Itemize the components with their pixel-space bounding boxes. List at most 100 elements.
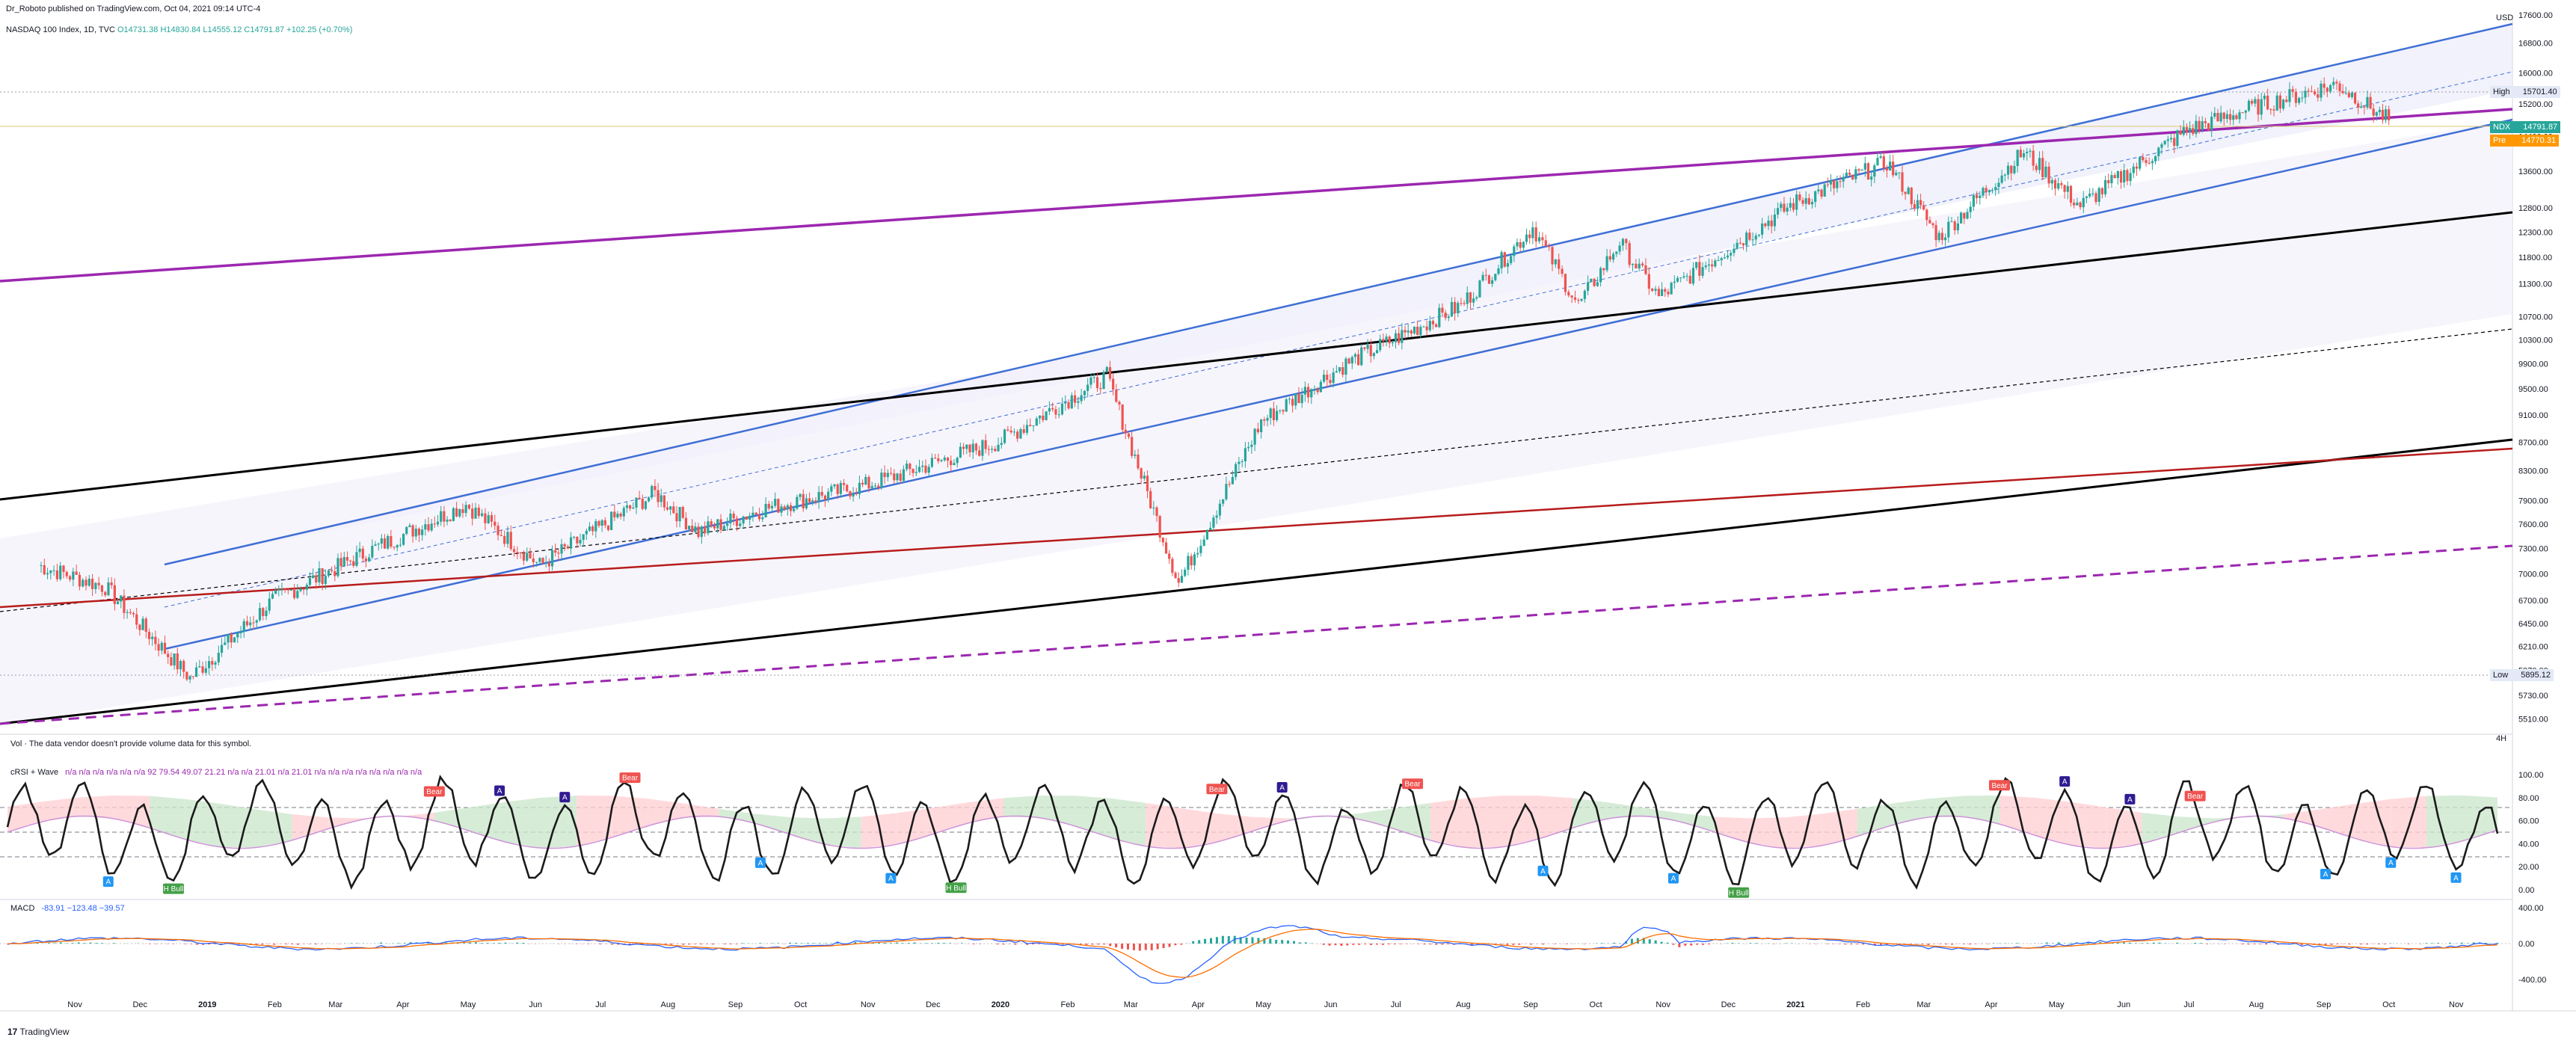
candle-body bbox=[1270, 408, 1272, 418]
candle-body bbox=[1880, 156, 1882, 158]
cwave-tick-label: 40.00 bbox=[2518, 840, 2539, 849]
candle-body bbox=[824, 496, 826, 499]
signal-label: A bbox=[2127, 796, 2133, 804]
candle-body bbox=[1291, 399, 1294, 405]
candle-body bbox=[900, 473, 902, 481]
macd-bar bbox=[2325, 944, 2327, 945]
candle-body bbox=[858, 483, 861, 494]
candle-body bbox=[1225, 484, 1227, 499]
candle-body bbox=[126, 612, 129, 613]
signal-label: A bbox=[562, 794, 568, 802]
candle-body bbox=[481, 514, 483, 516]
candle-body bbox=[2210, 117, 2213, 130]
macd-bar bbox=[1346, 944, 1348, 945]
candle-body bbox=[570, 538, 572, 549]
candle-body bbox=[1717, 260, 1719, 261]
candle-body bbox=[1357, 354, 1359, 365]
currency-label: USD bbox=[2496, 13, 2513, 22]
candle-body bbox=[2351, 93, 2353, 97]
candle-body bbox=[2279, 96, 2281, 108]
signal-label: H Bull bbox=[164, 885, 184, 893]
candle-body bbox=[1000, 443, 1003, 444]
macd-bar bbox=[925, 943, 927, 944]
candle-body bbox=[1354, 354, 1356, 357]
candle-body bbox=[471, 508, 473, 518]
price-axis[interactable]: 17600.0016800.0016000.0015200.0014400.00… bbox=[2518, 11, 2553, 725]
candle-body bbox=[188, 676, 191, 679]
macd-signal-line bbox=[7, 929, 2497, 977]
tradingview-logo[interactable]: 17 TradingView bbox=[7, 1027, 70, 1037]
macd-bar bbox=[2046, 943, 2048, 944]
candle-body bbox=[2170, 138, 2172, 139]
macd-bar bbox=[831, 943, 833, 944]
candle-body bbox=[2220, 113, 2222, 122]
candle-body bbox=[1392, 342, 1394, 343]
candle-body bbox=[1285, 399, 1288, 411]
candle-body bbox=[679, 507, 681, 521]
candle-body bbox=[1733, 249, 1735, 253]
macd-bar bbox=[1370, 944, 1372, 945]
candle-body bbox=[2054, 180, 2056, 188]
signal-label: Bear bbox=[1991, 782, 2008, 790]
macd-bar bbox=[1109, 944, 1111, 946]
candle-body bbox=[1792, 203, 1795, 210]
candle-body bbox=[1351, 357, 1353, 363]
candle-body bbox=[796, 497, 798, 509]
cwave-legend[interactable]: cRSI + Wave n/a n/a n/a n/a n/a n/a 92 7… bbox=[10, 768, 422, 777]
candle-body bbox=[1994, 187, 1996, 190]
time-tick-label: May bbox=[2049, 1000, 2065, 1009]
cwave-band-fill bbox=[79, 796, 114, 819]
candle-body bbox=[256, 620, 258, 622]
price-tick-label: 15200.00 bbox=[2518, 100, 2553, 109]
candle-body bbox=[827, 492, 829, 500]
candle-body bbox=[2017, 150, 2019, 166]
candle-body bbox=[2260, 99, 2263, 115]
candle-body bbox=[408, 526, 411, 527]
candle-body bbox=[1966, 212, 1968, 219]
candle-body bbox=[2263, 96, 2266, 99]
candle-body bbox=[972, 443, 974, 452]
macd-legend[interactable]: MACD -83.91 −123.48 −39.57 bbox=[10, 904, 125, 913]
candle-body bbox=[2298, 98, 2300, 103]
candle-body bbox=[2338, 84, 2340, 91]
cwave-band-fill bbox=[1537, 796, 1573, 839]
cwave-tick-label: 60.00 bbox=[2518, 817, 2539, 826]
macd-bar bbox=[1672, 944, 1674, 945]
candle-body bbox=[1071, 396, 1073, 409]
candle-body bbox=[607, 526, 609, 530]
candle-body bbox=[1870, 176, 1872, 179]
candle-body bbox=[221, 645, 223, 653]
candle-body bbox=[2272, 109, 2275, 110]
candle-body bbox=[1379, 339, 1381, 350]
macd-bar bbox=[931, 943, 933, 944]
candle-body bbox=[1545, 240, 1547, 246]
macd-bar bbox=[1198, 940, 1200, 944]
candle-body bbox=[1528, 235, 1531, 239]
macd-bar bbox=[1145, 944, 1147, 950]
candle-body bbox=[94, 583, 96, 589]
candle-body bbox=[101, 585, 103, 592]
candle-body bbox=[1297, 394, 1300, 403]
symbol-legend[interactable]: NASDAQ 100 Index, 1D, TVC O14731.38 H148… bbox=[6, 25, 352, 34]
candle-body bbox=[384, 538, 386, 549]
candle-body bbox=[214, 662, 216, 665]
candle-body bbox=[336, 558, 339, 576]
macd-line bbox=[7, 926, 2497, 983]
candle-body bbox=[2248, 101, 2250, 111]
macd-bar bbox=[801, 943, 803, 944]
lower-channel-line[interactable] bbox=[165, 120, 2512, 649]
macd-bar bbox=[404, 943, 406, 944]
candle-body bbox=[306, 585, 308, 589]
candle-body bbox=[2167, 139, 2169, 141]
candle-body bbox=[2173, 138, 2175, 146]
candle-body bbox=[513, 549, 515, 552]
candle-body bbox=[427, 524, 429, 530]
candle-body bbox=[2276, 96, 2278, 111]
log-scale-label[interactable]: 4H bbox=[2496, 734, 2506, 743]
candle-body bbox=[981, 440, 983, 456]
candle-body bbox=[1721, 258, 1723, 260]
candle-body bbox=[72, 571, 74, 579]
macd-bar bbox=[1086, 944, 1088, 945]
